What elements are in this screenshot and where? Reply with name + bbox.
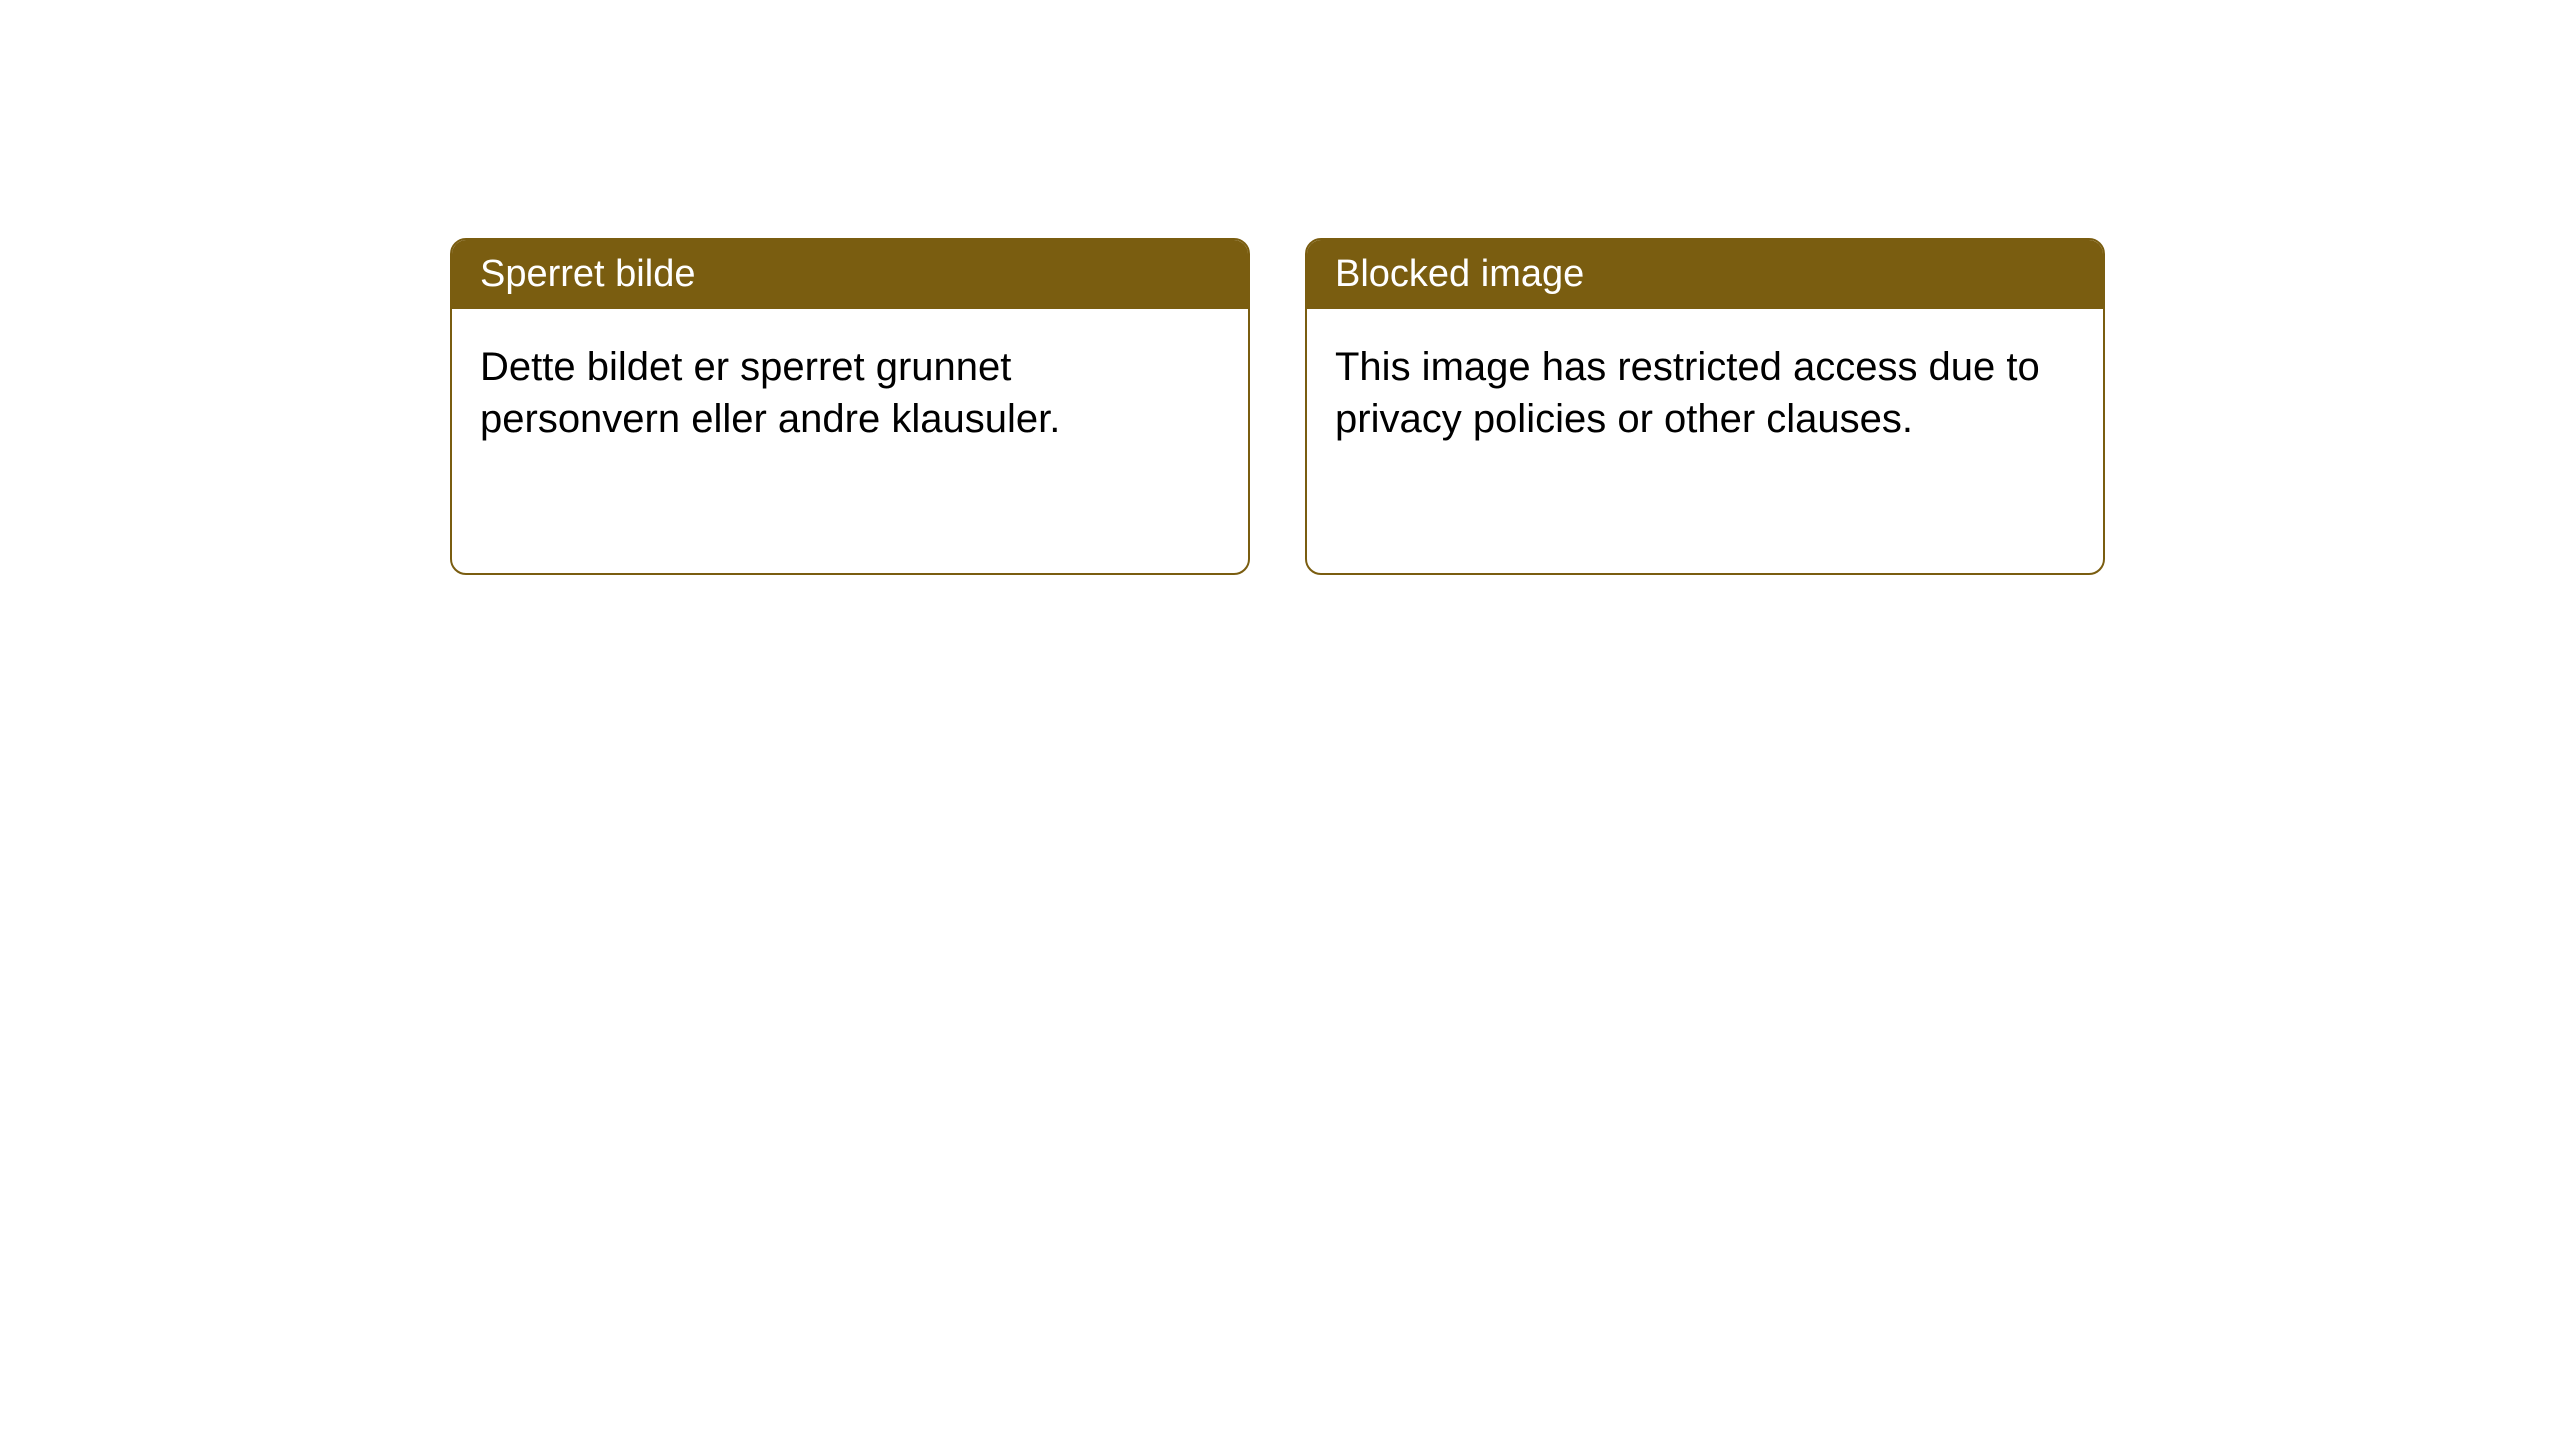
card-message-no: Dette bildet er sperret grunnet personve…	[480, 345, 1060, 441]
cards-container: Sperret bilde Dette bildet er sperret gr…	[450, 238, 2105, 575]
card-title-en: Blocked image	[1335, 253, 1584, 295]
card-body-en: This image has restricted access due to …	[1307, 309, 2103, 477]
card-body-no: Dette bildet er sperret grunnet personve…	[452, 309, 1248, 477]
card-header-en: Blocked image	[1307, 240, 2103, 309]
card-title-no: Sperret bilde	[480, 253, 695, 295]
blocked-image-card-no: Sperret bilde Dette bildet er sperret gr…	[450, 238, 1250, 575]
card-message-en: This image has restricted access due to …	[1335, 345, 2040, 441]
blocked-image-card-en: Blocked image This image has restricted …	[1305, 238, 2105, 575]
card-header-no: Sperret bilde	[452, 240, 1248, 309]
